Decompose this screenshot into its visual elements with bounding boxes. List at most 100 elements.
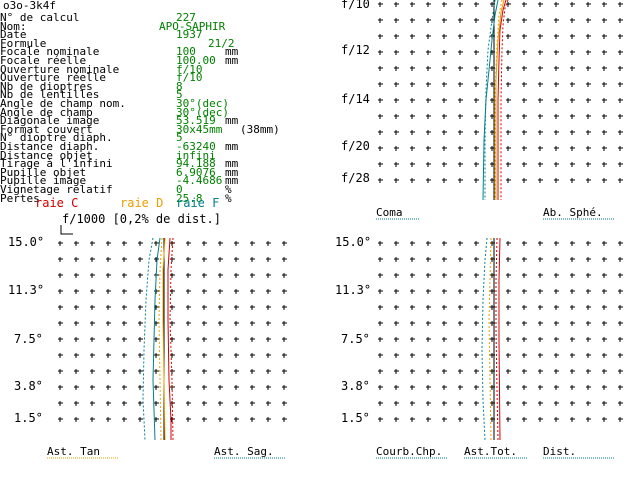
field-angle-label: 1.5° — [14, 411, 43, 425]
param-unit: mm — [225, 45, 239, 59]
aperture-label: f/10 — [341, 0, 370, 11]
param-label: Pupille image — [0, 174, 87, 188]
param-label: Distance diaph. — [0, 140, 100, 153]
param-label: Angle de champ nom. — [0, 97, 126, 110]
param-value: 100.00 — [176, 54, 216, 67]
tab-coma[interactable]: Coma — [376, 206, 403, 219]
param-value: 30°(dec) — [176, 105, 229, 119]
param-label: Formule — [0, 36, 47, 50]
param-value: f/10 — [176, 62, 203, 76]
aperture-label: f/20 — [341, 139, 370, 153]
curve-raie-c — [497, 0, 507, 200]
param-label: Date — [0, 28, 27, 42]
param-value: 25.8 — [176, 191, 203, 205]
param-value: -63240 — [176, 140, 216, 153]
param-label: Nb de dioptres — [0, 79, 93, 93]
curve-sag-f — [142, 237, 154, 441]
curve-curv-d — [488, 237, 492, 441]
param-unit: mm — [225, 157, 239, 171]
tab-total-astigmatism[interactable]: Ast.Tot. — [464, 445, 517, 458]
param-label: Distance objet — [0, 148, 93, 162]
param-value: 30°(dec) — [176, 97, 229, 110]
param-unit: mm — [225, 174, 239, 188]
param-unit: % — [225, 183, 232, 196]
curve-raie-c-dashed — [500, 0, 509, 200]
aperture-label: f/28 — [341, 171, 370, 185]
field-angle-label: 11.3° — [335, 283, 372, 297]
param-label: Nb de lentilles — [0, 88, 100, 102]
scale-note: f/1000 [0,2% de dist.] — [62, 212, 221, 226]
field-angle-label: 1.5° — [341, 411, 370, 425]
param-value: 5 — [176, 131, 183, 145]
param-label: N° de calcul — [0, 11, 80, 24]
param-value: 0 — [176, 183, 183, 196]
param-label: Vignetage relatif — [0, 183, 113, 196]
aperture-label: f/12 — [341, 43, 370, 57]
curve-curv-c — [495, 237, 499, 441]
param-label: Tirage à l'infini — [0, 157, 113, 171]
param-unit: % — [225, 191, 232, 205]
legend-raie-c: raie C — [35, 196, 79, 210]
param-value: 227 — [176, 11, 196, 24]
param-label: Angle de champ — [0, 105, 93, 119]
param-unit: (38mm) — [240, 122, 280, 136]
param-value: 1937 — [176, 28, 203, 42]
curve-tan-d — [162, 237, 166, 441]
field-angle-label: 7.5° — [14, 332, 43, 346]
param-unit: mm — [225, 54, 239, 67]
param-value: 94.188 — [176, 157, 216, 171]
curve-sag-c — [169, 237, 174, 441]
param-unit: mm — [225, 165, 239, 179]
param-label: Focale réelle — [0, 54, 87, 67]
curve-curv-f — [481, 237, 488, 441]
grid-astigmatism — [58, 241, 287, 422]
curve-tan-c — [167, 237, 172, 440]
param-label: Pertes — [0, 191, 40, 205]
param-value: APO-SAPHIR — [159, 19, 226, 33]
param-value: 21/2 — [208, 36, 235, 50]
param-label: Ouverture réelle — [0, 71, 106, 85]
legend-raie-d: raie D — [120, 196, 164, 210]
curve-raie-d — [495, 0, 505, 200]
curve-tan-f — [152, 237, 161, 441]
curve-raie-f-dashed — [484, 0, 496, 200]
tab-field-curvature[interactable]: Courb.Chp. — [376, 445, 443, 458]
param-label: N° dioptre diaph. — [0, 131, 113, 145]
legend-raie-f: raie F — [176, 196, 220, 210]
tab-spherical-aberration[interactable]: Ab. Sphé. — [543, 206, 603, 219]
curve-raie-d-dashed — [494, 0, 503, 200]
tab-astigmatism-sagittal[interactable]: Ast. Sag. — [214, 445, 274, 458]
param-unit: mm — [225, 114, 239, 128]
field-angle-label: 7.5° — [341, 332, 370, 346]
param-value: 53.519 — [176, 114, 216, 128]
param-unit: mm — [225, 140, 239, 153]
param-label: Focale nominale — [0, 45, 100, 59]
param-label: Diagonale image — [0, 114, 100, 128]
param-value: 100 — [176, 45, 196, 59]
window-title: o3o-3k4f — [3, 0, 56, 12]
param-value: f/10 — [176, 71, 203, 85]
param-value: -4.4686 — [176, 174, 223, 188]
param-label: Nom: — [0, 19, 27, 33]
tab-distortion[interactable]: Dist. — [543, 445, 577, 458]
field-angle-label: 3.8° — [14, 379, 43, 393]
aperture-label: f/14 — [341, 92, 370, 106]
curve-sag-d — [158, 237, 163, 441]
field-angle-label: 15.0° — [8, 235, 45, 249]
grid-field-curvature — [378, 241, 623, 422]
param-value: 6.9076 — [176, 165, 216, 179]
tab-astigmatism-tangential[interactable]: Ast. Tan — [47, 445, 100, 458]
field-angle-label: 3.8° — [341, 379, 370, 393]
scale-bar-icon — [47, 213, 74, 238]
param-label: Format couvert — [0, 122, 93, 136]
curve-dist-c — [498, 237, 501, 441]
param-value: 8 — [176, 79, 183, 93]
param-label: Pupille objet — [0, 165, 87, 179]
curve-raie-f — [482, 0, 499, 201]
param-label: Ouverture nominale — [0, 62, 120, 76]
grid-coma — [378, 2, 623, 183]
field-angle-label: 15.0° — [335, 235, 372, 249]
param-value: 30x45mm — [176, 122, 223, 136]
param-value: infini — [176, 148, 216, 162]
